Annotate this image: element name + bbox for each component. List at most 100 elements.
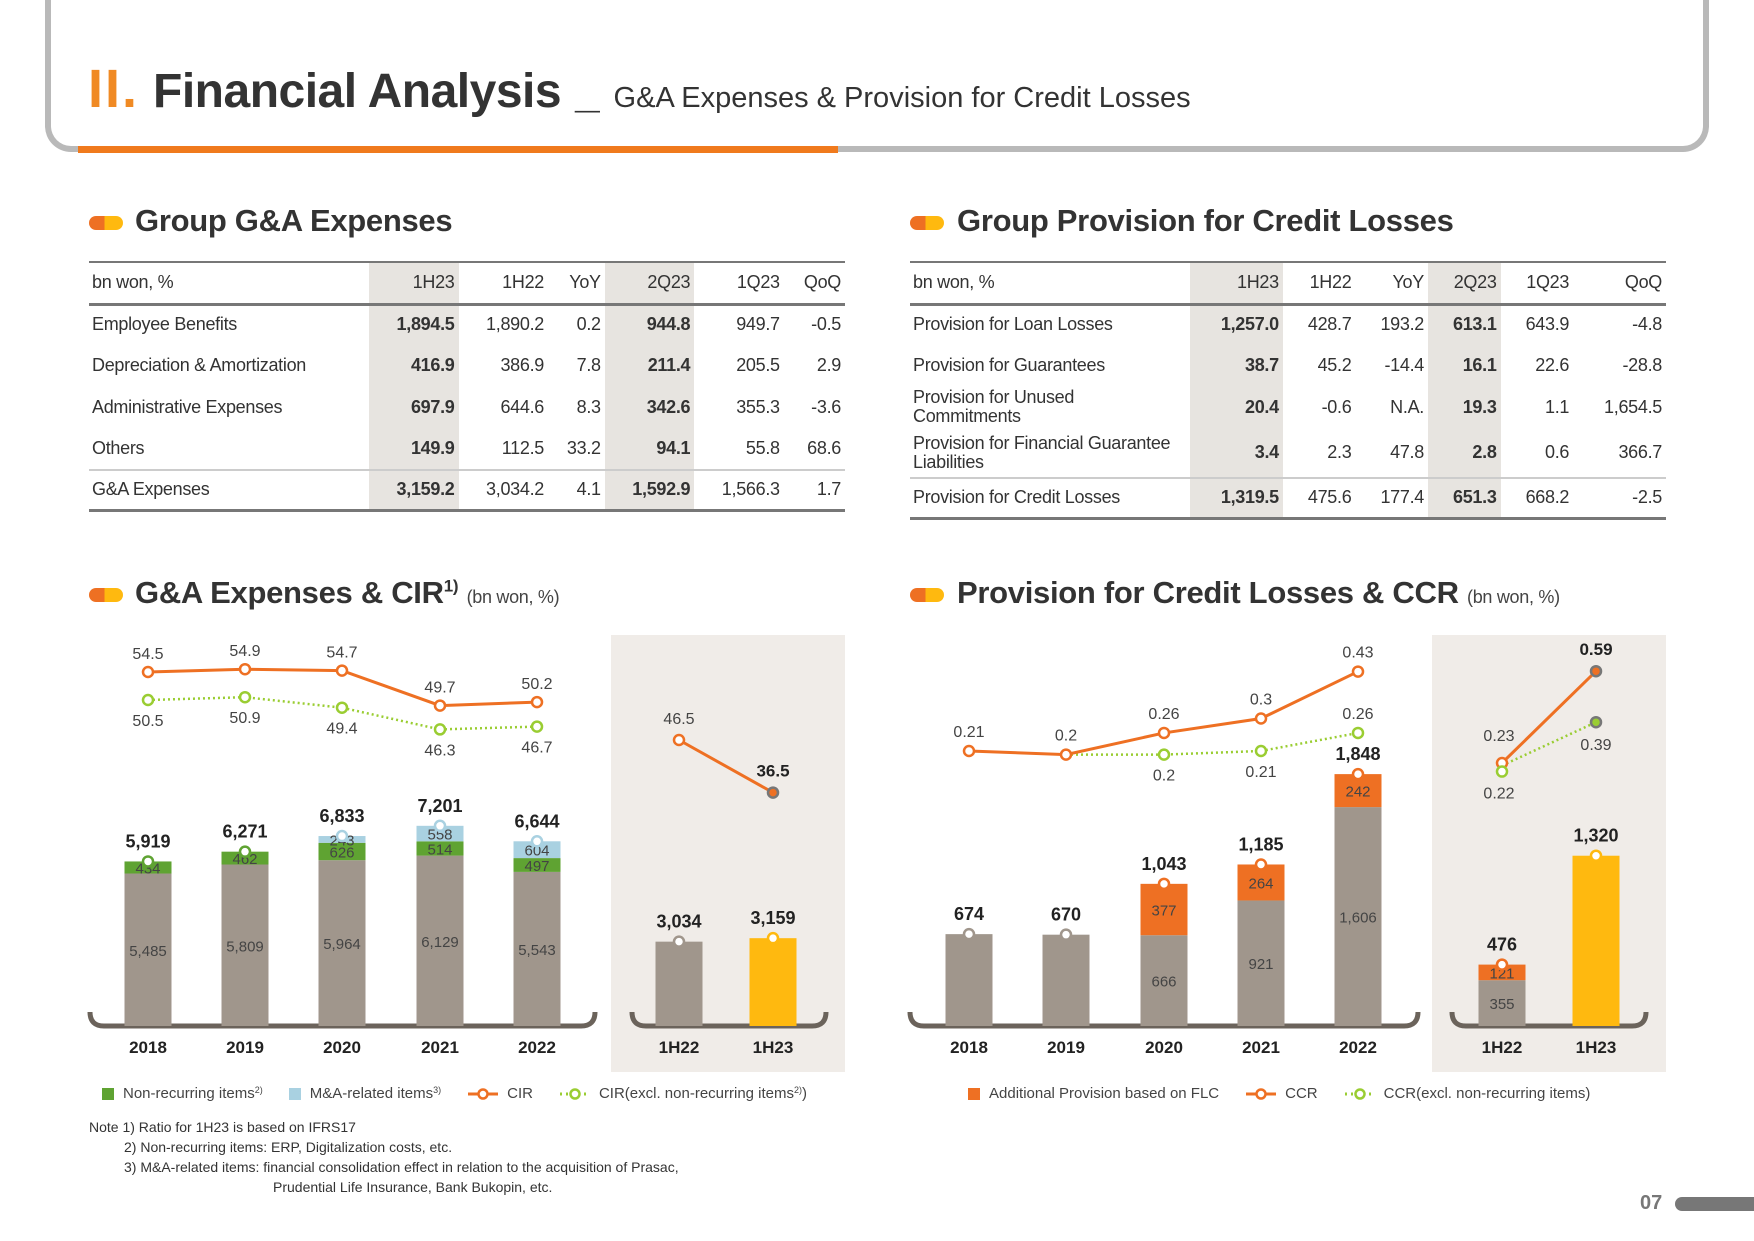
x-tick-label: 2022 (518, 1038, 556, 1057)
ccr-label: 0.3 (1250, 692, 1272, 709)
table-cell: 45.2 (1317, 354, 1352, 375)
ga-chart-unit: (bn won, %) (466, 587, 560, 607)
table-cell: 94.1 (604, 428, 695, 470)
bar-total-label: 6,271 (222, 822, 267, 842)
bar-segment-label: 514 (427, 841, 452, 858)
table-row: Provision for Financial Guarantee Liabil… (910, 428, 1666, 478)
row-label: Provision for Unused Commitments (913, 387, 1075, 426)
row-label: Depreciation & Amortization (92, 354, 307, 375)
cir-excl-label: 46.3 (424, 742, 455, 759)
cir-excl-label: 50.9 (229, 710, 260, 727)
table-cell: 355.3 (736, 396, 780, 417)
footnote-marker: 2) (794, 1085, 803, 1095)
cir-excl-marker (530, 720, 544, 733)
bar-segment-base (945, 934, 993, 1026)
column-header-2q23: 2Q23 (604, 261, 695, 306)
ccr-excl-line (1066, 731, 1359, 756)
table-cell: 211.4 (604, 344, 695, 386)
bar-segment-label: 355 (1489, 996, 1514, 1013)
table-cell: 697.9 (369, 386, 459, 428)
cir-excl-marker (335, 701, 349, 714)
table-cell: 68.6 (807, 438, 841, 458)
bar-total-label: 3,034 (656, 912, 701, 932)
bar-segment-label: 5,809 (226, 938, 264, 955)
table-cell: -14.4 (1384, 354, 1424, 375)
table-cell: 949.7 (736, 314, 780, 335)
row-label: Others (92, 438, 145, 458)
table-cell: 668.2 (1500, 477, 1574, 520)
cir-label: 49.7 (424, 680, 455, 697)
table-row: Others 149.9 112.5 33.2 94.1 55.8 68.6 (89, 428, 845, 470)
pcl-half-year-panel (1432, 635, 1666, 1072)
table-cell: 342.6 (604, 386, 695, 428)
pcl-chart-title-text: Provision for Credit Losses & CCR (957, 575, 1459, 610)
x-tick-label: 2021 (1242, 1038, 1280, 1057)
bar-top-marker (962, 927, 976, 941)
ga-chart-title: G&A Expenses & CIR1) (bn won, %) (135, 575, 560, 611)
section-bullet-icon (910, 588, 944, 602)
ga-chart-legend: Non-recurring items 2) M&A-related items 3… (102, 1085, 807, 1102)
ccr-marker (962, 744, 976, 758)
row-label: Provision for Loan Losses (913, 314, 1113, 335)
cir-excl-label: 46.7 (521, 740, 552, 757)
legend-label-close: ) (802, 1085, 808, 1102)
bar-segment-non-recurring (221, 851, 269, 865)
table-cell: 112.5 (501, 438, 545, 458)
bar-top-marker (141, 855, 155, 868)
table-cell: 1,592.9 (604, 469, 695, 512)
bar-segment-base (1140, 935, 1188, 1026)
table-cell: 0.6 (1544, 442, 1570, 462)
ccr-excl-label: 0.2 (1153, 768, 1175, 785)
table-row: Provision for Guarantees 38.7 45.2 -14.4 16.… (910, 344, 1666, 386)
table-cell: -4.8 (1632, 314, 1662, 335)
bar-total-label: 674 (954, 904, 984, 924)
ga-half-year-panel (611, 635, 845, 1072)
x-tick-label: 2019 (226, 1038, 264, 1057)
bar-segment-non-recurring (416, 841, 464, 856)
x-tick-label: 2018 (129, 1038, 167, 1057)
table-cell: 55.8 (745, 438, 780, 458)
table-cell: 149.9 (369, 428, 459, 470)
ccr-label-current: 0.59 (1579, 640, 1612, 659)
table-cell: 47.8 (1390, 442, 1424, 462)
ccr-marker (1254, 712, 1268, 725)
column-header-1h22: 1H22 (1282, 261, 1356, 306)
bar-segment-base (1237, 900, 1285, 1026)
table-cell: 386.9 (500, 354, 544, 375)
legend-label: CCR (1285, 1085, 1318, 1102)
table-row: Provision for Loan Losses 1,257.0 428.7 193… (910, 304, 1666, 344)
x-tick-label: 2020 (323, 1038, 361, 1057)
table-row: Administrative Expenses 697.9 644.6 8.3 342.… (89, 386, 845, 428)
column-header-1h22: 1H22 (458, 261, 548, 306)
line-marker-icon (1246, 1087, 1277, 1100)
dotted-marker-icon (559, 1087, 590, 1100)
page-subtitle: G&A Expenses & Provision for Credit Loss… (613, 82, 1191, 114)
bar-top-marker (1254, 858, 1268, 871)
legend-label: CIR (507, 1085, 533, 1102)
x-tick-label: 2022 (1339, 1038, 1377, 1057)
legend-label: Additional Provision based on FLC (989, 1085, 1220, 1102)
table-cell: 19.3 (1427, 386, 1501, 428)
bar-segment-label: 5,485 (129, 943, 167, 960)
bar-segment-base (1334, 807, 1382, 1026)
bar-total-label: 1,043 (1141, 854, 1186, 874)
table-cell: 1,890.2 (486, 314, 544, 335)
column-header-2q23: 2Q23 (1427, 261, 1501, 306)
half-ccr-line (1500, 670, 1598, 765)
x-axis-bracket (1449, 1011, 1649, 1029)
table-row: Employee Benefits 1,894.5 1,890.2 0.2 944.8 9… (89, 304, 845, 344)
cir-marker (238, 662, 252, 676)
column-header-qoq: QoQ (783, 261, 845, 306)
column-header-yoy: YoY (1355, 261, 1428, 306)
table-cell: 613.1 (1427, 304, 1501, 344)
ccr-label: 0.2 (1055, 728, 1077, 745)
legend-swatch-green (102, 1087, 114, 1100)
table-cell: 3.4 (1190, 428, 1283, 478)
bar-segment-base (221, 864, 269, 1026)
legend-cir: CIR (467, 1085, 533, 1102)
row-label: Administrative Expenses (92, 396, 283, 417)
ccr-excl-marker-current (1589, 715, 1603, 729)
legend-label: CCR(excl. non-recurring items) (1383, 1085, 1591, 1102)
bar-segment-base (124, 873, 172, 1026)
legend-cir-excl: CIR(excl. non-recurring items 2)) (559, 1085, 807, 1102)
